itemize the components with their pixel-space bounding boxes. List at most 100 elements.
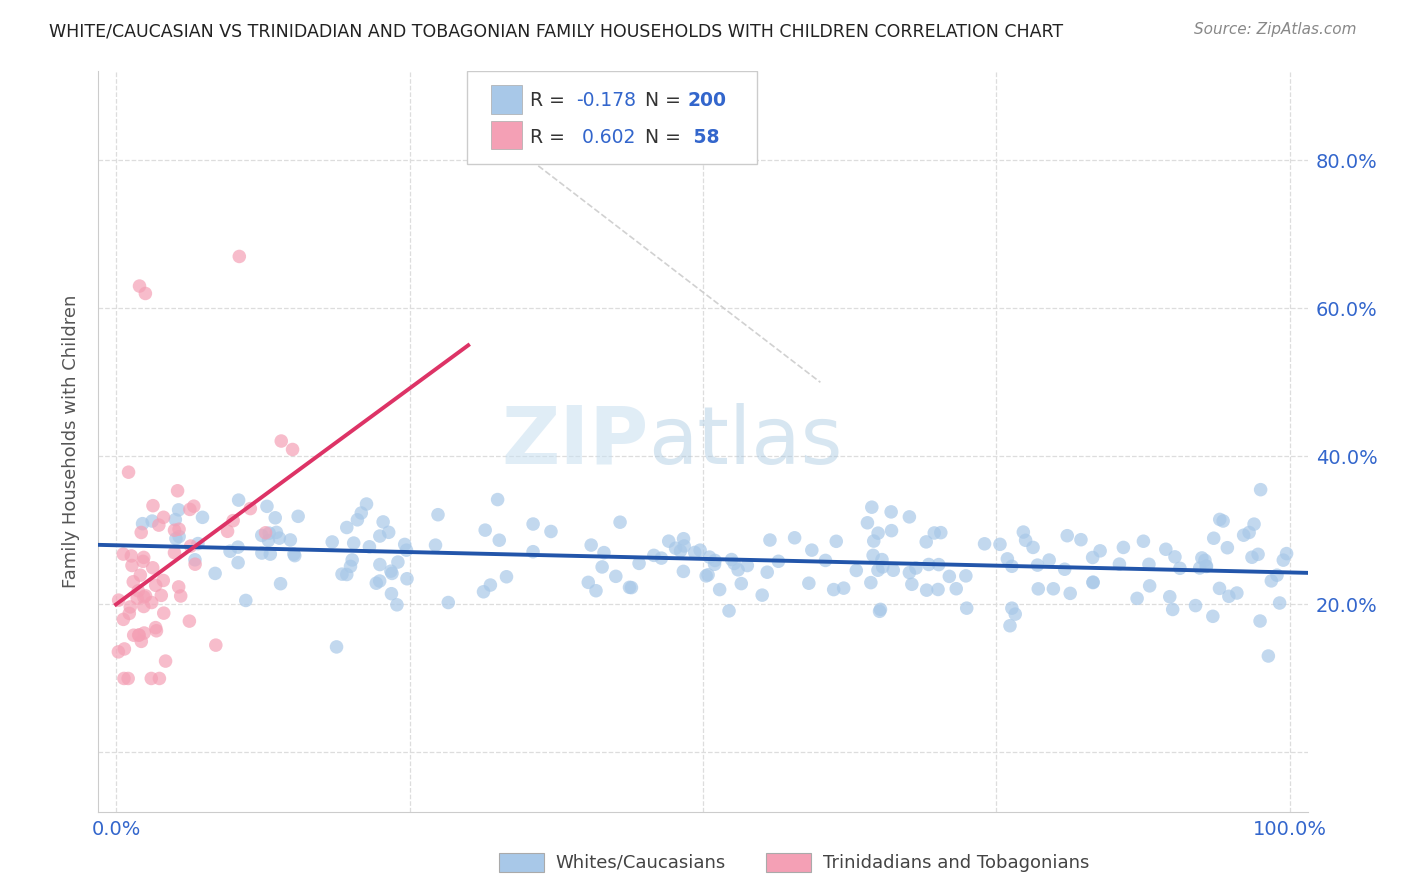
Point — [141, 672, 163, 686]
Point — [167, 530, 190, 544]
Point — [259, 547, 281, 561]
FancyBboxPatch shape — [492, 86, 522, 113]
Point — [585, 583, 607, 598]
Point — [650, 551, 672, 566]
Y-axis label: Family Households with Children: Family Households with Children — [62, 295, 80, 588]
Point — [264, 510, 287, 524]
Point — [673, 539, 696, 553]
Point — [141, 595, 163, 609]
Point — [783, 531, 806, 545]
Point — [576, 575, 599, 590]
Text: Whites/Caucasians: Whites/Caucasians — [555, 854, 725, 871]
Point — [155, 654, 177, 668]
Point — [823, 582, 845, 597]
Point — [321, 535, 343, 549]
Point — [380, 564, 402, 578]
Point — [1014, 533, 1036, 548]
Point — [669, 544, 692, 558]
FancyBboxPatch shape — [467, 71, 758, 164]
Point — [1265, 568, 1288, 582]
Point — [112, 612, 135, 626]
Point — [689, 543, 711, 558]
Point — [228, 249, 250, 264]
Point — [127, 591, 149, 606]
Point — [1004, 607, 1026, 621]
Point — [1250, 483, 1272, 497]
Text: N =: N = — [645, 128, 688, 147]
Point — [880, 524, 903, 538]
Point — [904, 561, 927, 575]
Point — [356, 497, 378, 511]
Point — [166, 483, 188, 498]
Point — [425, 538, 447, 552]
Point — [128, 628, 150, 642]
Point — [250, 528, 273, 542]
Text: WHITE/CAUCASIAN VS TRINIDADIAN AND TOBAGONIAN FAMILY HOUSEHOLDS WITH CHILDREN CO: WHITE/CAUCASIAN VS TRINIDADIAN AND TOBAG… — [49, 22, 1063, 40]
Point — [832, 581, 855, 595]
Point — [1012, 524, 1035, 539]
Point — [683, 545, 706, 559]
Point — [131, 634, 153, 648]
Point — [862, 534, 884, 549]
Point — [132, 550, 155, 565]
Point — [1208, 582, 1230, 596]
Point — [380, 587, 402, 601]
Point — [579, 538, 602, 552]
Point — [718, 604, 741, 618]
Point — [1070, 533, 1092, 547]
Text: Source: ZipAtlas.com: Source: ZipAtlas.com — [1194, 22, 1357, 37]
Point — [148, 672, 170, 686]
Point — [1233, 528, 1256, 542]
Point — [336, 520, 359, 534]
Point — [120, 549, 142, 563]
Point — [1226, 586, 1249, 600]
Point — [359, 540, 381, 554]
Point — [142, 561, 165, 575]
Point — [1154, 542, 1177, 557]
Point — [385, 598, 408, 612]
Point — [859, 575, 882, 590]
Point — [860, 500, 883, 515]
Point — [122, 574, 145, 589]
Point — [1164, 549, 1187, 564]
Point — [257, 533, 280, 548]
Point — [927, 582, 949, 597]
Point — [112, 547, 135, 561]
Point — [150, 588, 173, 602]
Point — [995, 552, 1018, 566]
Point — [593, 546, 616, 560]
Point — [152, 574, 174, 588]
Text: 200: 200 — [688, 91, 727, 110]
Point — [915, 534, 938, 549]
Point — [1257, 648, 1279, 663]
Point — [368, 529, 391, 543]
Point — [343, 536, 366, 550]
Point — [1272, 553, 1295, 567]
Point — [1218, 589, 1240, 603]
Point — [869, 604, 891, 618]
Point — [163, 523, 186, 537]
Point — [522, 516, 544, 531]
Point — [768, 554, 790, 568]
Point — [132, 554, 155, 568]
Point — [1161, 602, 1184, 616]
Point — [522, 544, 544, 558]
Point — [704, 553, 727, 567]
Point — [107, 593, 129, 607]
Point — [540, 524, 562, 539]
Point — [281, 442, 304, 457]
Point — [956, 601, 979, 615]
Point — [134, 626, 156, 640]
Point — [955, 569, 977, 583]
Point — [437, 595, 460, 609]
Point — [256, 500, 278, 514]
Point — [730, 576, 752, 591]
Point — [672, 565, 695, 579]
Point — [1240, 550, 1263, 565]
Point — [479, 578, 502, 592]
Point — [128, 628, 150, 642]
Point — [118, 607, 141, 621]
Point — [368, 558, 391, 572]
Point — [381, 566, 404, 581]
Point — [270, 434, 292, 448]
